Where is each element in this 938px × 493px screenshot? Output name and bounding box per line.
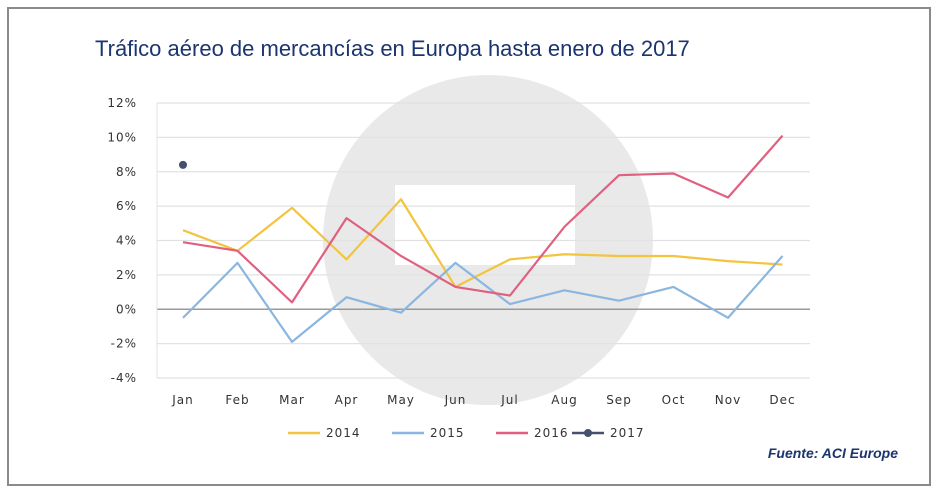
x-tick-label: Jun [444, 393, 467, 407]
watermark-shape [395, 185, 575, 265]
legend-label: 2016 [534, 426, 569, 440]
legend-label: 2017 [610, 426, 645, 440]
x-tick-label: Feb [225, 393, 249, 407]
x-tick-label: Sep [606, 393, 632, 407]
y-tick-label: 12% [107, 96, 137, 110]
y-tick-label: 8% [116, 165, 137, 179]
x-tick-label: Oct [662, 393, 686, 407]
x-tick-label: Nov [715, 393, 741, 407]
x-tick-label: Dec [769, 393, 795, 407]
x-tick-label: Mar [279, 393, 305, 407]
legend-label: 2015 [430, 426, 465, 440]
y-tick-label: -4% [111, 371, 137, 385]
y-tick-label: 10% [107, 130, 137, 144]
legend-marker-2017 [584, 429, 592, 437]
y-tick-label: -2% [111, 337, 137, 351]
y-tick-label: 0% [116, 302, 137, 316]
x-tick-label: Jan [171, 393, 194, 407]
y-tick-label: 6% [116, 199, 137, 213]
series-line-2016 [182, 134, 784, 304]
y-tick-label: 2% [116, 268, 137, 282]
x-tick-label: Jul [500, 393, 518, 407]
y-tick-label: 4% [116, 234, 137, 248]
data-point-2017 [179, 160, 187, 169]
chart-source: Fuente: ACI Europe [767, 445, 898, 461]
series-line-2014 [182, 198, 783, 289]
chart-title: Tráfico aéreo de mercancías en Europa ha… [95, 36, 690, 61]
x-tick-label: Aug [551, 393, 577, 407]
x-tick-label: Apr [335, 393, 359, 407]
x-tick-label: May [387, 393, 415, 407]
legend-label: 2014 [326, 426, 361, 440]
series-line-2015 [182, 255, 784, 344]
